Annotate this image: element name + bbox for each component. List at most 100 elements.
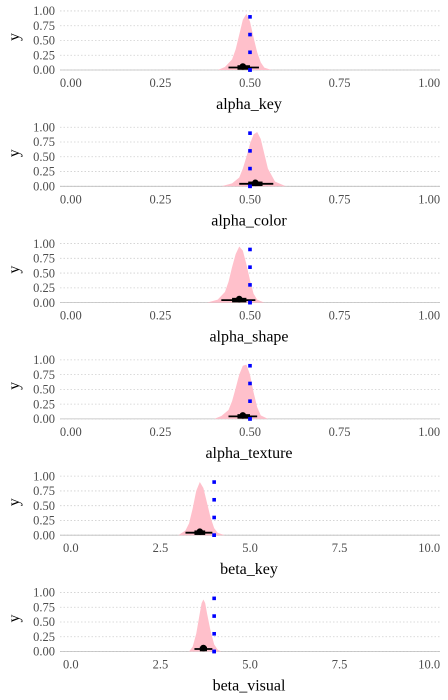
y-axis-title: y [6,266,23,274]
reference-point [248,50,252,55]
reference-point [248,68,252,72]
x-axis-title: alpha_texture [205,445,292,462]
x-tick-label: 1.00 [418,76,440,90]
median-point [239,412,247,419]
reference-point [248,149,252,153]
panel-5: 0.000.250.500.751.00 0.0 2.5 5.0 7.5 10.0 beta… [6,469,440,578]
y-tick-label: 0.50 [33,34,55,48]
reference-point [248,399,252,403]
reference-point [212,614,216,618]
x-tick-label: 1.00 [418,309,440,323]
reference-point [248,15,252,19]
reference-point [248,283,252,287]
y-tick-label: 0.75 [33,484,55,498]
reference-point [212,631,216,636]
y-tick-label: 0.25 [33,397,55,411]
panel-3: 0.000.250.500.751.000.00 0.25 0.50 0.75 1.00… [6,237,440,346]
y-tick-label: 1.00 [33,586,55,600]
reference-point [212,515,216,520]
y-tick-label: 0.00 [33,63,55,77]
x-tick-label: 0.25 [149,425,171,439]
x-tick-label: 0.75 [329,425,351,439]
y-tick-label: 0.75 [33,368,55,382]
reference-point [248,265,252,269]
y-tick-label: 0.25 [33,514,55,528]
x-axis-title: alpha_key [216,96,282,113]
x-tick-label: 0.00 [60,425,82,439]
median-point [196,528,204,535]
panel-4: 0.000.250.500.751.000.00 0.25 0.50 0.75 1.00… [6,353,440,462]
y-tick-label: 1.00 [33,469,55,483]
y-tick-label: 0.75 [33,252,55,266]
x-tick-label: 7.5 [332,658,348,672]
y-tick-label: 1.00 [33,120,55,134]
reference-point [248,247,252,252]
x-tick-label: 0.0 [63,541,79,555]
reference-point [248,166,252,171]
panel-6: 0.000.250.500.751.00 0.0 2.5 5.0 7.5 10.0 beta… [6,586,440,695]
median-point [200,644,207,652]
density-area [178,482,225,536]
density-area [217,13,272,70]
reference-point [212,649,216,654]
reference-point [248,32,252,37]
x-tick-label: 10.0 [418,541,440,555]
x-tick-label: 0.0 [63,658,79,672]
y-tick-label: 0.00 [33,180,55,194]
x-tick-label: 0.00 [60,192,82,206]
x-tick-label: 0.50 [239,309,261,323]
y-tick-label: 0.75 [33,135,55,149]
x-tick-label: 0.75 [329,76,351,90]
y-tick-label: 1.00 [33,4,55,18]
y-axis-title: y [6,615,23,623]
x-axis-title: beta_key [220,561,278,578]
y-tick-label: 0.50 [33,383,55,397]
x-axis-title: alpha_color [211,212,287,229]
reference-point [248,300,252,305]
x-tick-label: 1.00 [418,425,440,439]
median-point [252,179,259,187]
x-tick-label: 0.25 [149,76,171,90]
x-tick-label: 0.00 [60,76,82,90]
y-tick-label: 0.75 [33,19,55,33]
reference-point [212,497,216,502]
x-tick-label: 1.00 [418,192,440,206]
y-axis-title: y [6,498,23,506]
x-tick-label: 0.25 [149,192,171,206]
y-tick-label: 0.50 [33,150,55,164]
x-tick-label: 7.5 [332,541,348,555]
density-area [214,364,268,419]
reference-point [248,363,252,368]
y-tick-label: 0.75 [33,600,55,614]
x-tick-label: 2.5 [153,541,169,555]
y-tick-label: 0.00 [33,528,55,542]
reference-point [248,131,252,135]
x-tick-label: 0.00 [60,309,82,323]
density-area [221,131,286,187]
x-tick-label: 2.5 [153,658,169,672]
y-tick-label: 0.25 [33,165,55,179]
x-tick-label: 10.0 [418,658,440,672]
x-tick-label: 5.0 [242,541,258,555]
median-point [239,63,247,70]
y-tick-label: 0.00 [33,412,55,426]
reference-point [248,381,252,386]
reference-point [248,184,252,189]
y-tick-label: 1.00 [33,237,55,251]
x-axis-title: beta_visual [213,678,286,695]
reference-point [212,480,216,484]
reference-point [212,596,216,601]
x-tick-label: 0.25 [149,309,171,323]
y-tick-label: 0.50 [33,615,55,629]
y-tick-label: 0.25 [33,48,55,62]
x-tick-label: 0.50 [239,425,261,439]
reference-point [212,533,216,537]
y-axis-title: y [6,149,23,157]
density-area [206,246,265,303]
reference-point [248,417,252,421]
y-tick-label: 0.50 [33,266,55,280]
panel-2: 0.000.250.500.751.000.00 0.25 0.50 0.75 1.00… [6,120,440,229]
y-tick-label: 0.00 [33,296,55,310]
y-axis-title: y [6,382,23,390]
